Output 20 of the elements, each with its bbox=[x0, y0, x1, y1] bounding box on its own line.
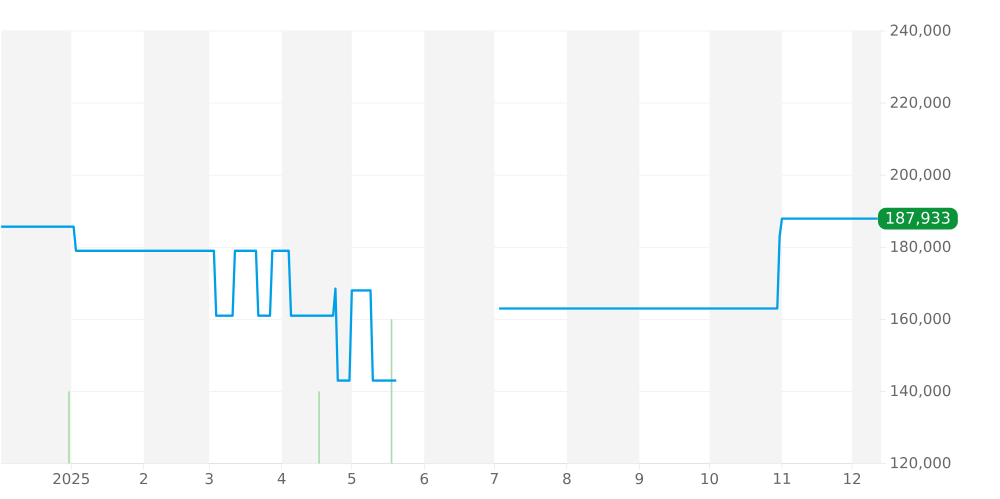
x-tick-label: 2 bbox=[140, 472, 148, 484]
x-tick-label: 7 bbox=[490, 472, 498, 484]
y-tick-label: 180,000 bbox=[891, 240, 950, 254]
y-tick-label: 240,000 bbox=[890, 24, 950, 38]
y-tick-label: 120,000 bbox=[891, 456, 950, 470]
x-tick-label: 12 bbox=[844, 472, 860, 484]
x-tick-label: 5 bbox=[348, 472, 356, 484]
y-tick-label: 140,000 bbox=[891, 384, 950, 398]
annotation: 187,933 bbox=[886, 212, 950, 226]
x-tick-label: 11 bbox=[774, 472, 790, 484]
x-tick-label: 4 bbox=[278, 472, 286, 484]
x-tick-label: 2025 bbox=[53, 472, 89, 484]
y-tick-label: 160,000 bbox=[891, 312, 950, 326]
x-tick-label: 9 bbox=[636, 472, 644, 484]
x-tick-label: 3 bbox=[206, 472, 213, 484]
x-tick-label: 10 bbox=[702, 472, 718, 484]
x-tick-label: 8 bbox=[563, 472, 571, 484]
x-tick-label: 6 bbox=[420, 472, 428, 484]
y-tick-label: 220,000 bbox=[890, 96, 950, 110]
y-tick-label: 200,000 bbox=[890, 168, 950, 182]
